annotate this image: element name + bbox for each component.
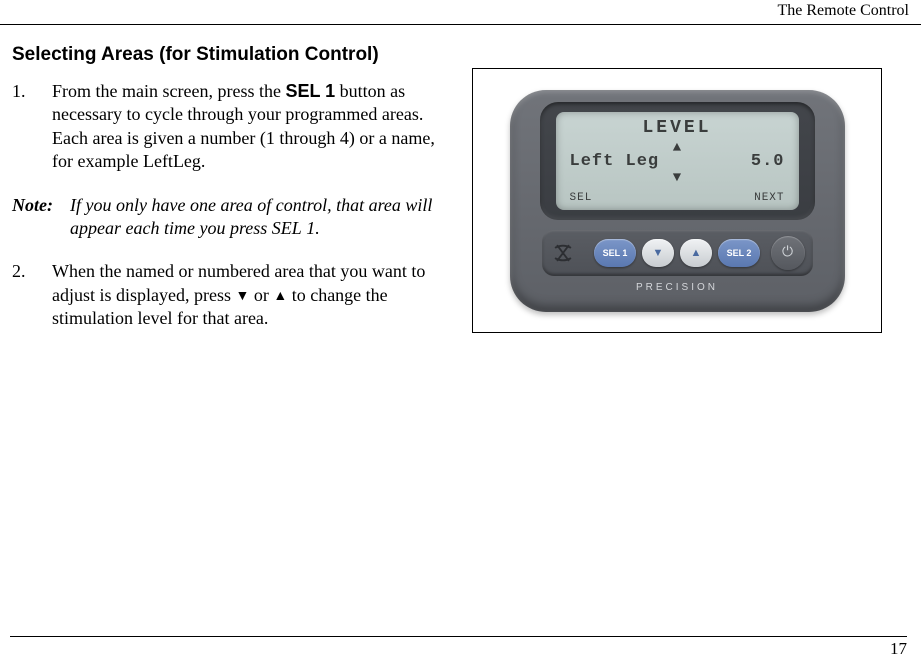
remote-device: LEVEL ▲ Left Leg 5.0 ▼ SEL NEXT: [510, 90, 845, 312]
step-2-body: When the named or numbered area that you…: [52, 260, 452, 330]
screen-title: LEVEL: [556, 118, 799, 138]
up-button[interactable]: ▲: [680, 239, 712, 267]
step-2: 2. When the named or numbered area that …: [12, 260, 452, 330]
note-body: If you only have one area of control, th…: [70, 194, 452, 241]
figure-column: LEVEL ▲ Left Leg 5.0 ▼ SEL NEXT: [472, 44, 909, 351]
step-1-number: 1.: [12, 80, 52, 174]
logo-icon: [552, 242, 574, 264]
screen-bottom-row: SEL NEXT: [570, 192, 785, 204]
screen-area-name: Left Leg: [570, 152, 660, 171]
down-button[interactable]: ▼: [642, 239, 674, 267]
step-1: 1. From the main screen, press the SEL 1…: [12, 80, 452, 174]
running-head-text: The Remote Control: [777, 2, 909, 19]
step-2-number: 2.: [12, 260, 52, 330]
text-column: Selecting Areas (for Stimulation Control…: [12, 44, 452, 351]
up-arrow-glyph: ▲: [273, 288, 287, 306]
section-title: Selecting Areas (for Stimulation Control…: [12, 44, 452, 66]
note-label: Note:: [12, 194, 70, 241]
running-header: The Remote Control: [0, 0, 921, 25]
step-1-body: From the main screen, press the SEL 1 bu…: [52, 80, 452, 174]
page-number-value: 17: [890, 639, 907, 658]
screen-sel-label: SEL: [570, 192, 593, 204]
page-number: 17: [10, 636, 907, 659]
button-bar: SEL 1 ▼ ▲ SEL 2 ⏻: [542, 230, 813, 276]
screen-bezel: LEVEL ▲ Left Leg 5.0 ▼ SEL NEXT: [540, 102, 815, 220]
screen-level-value: 5.0: [751, 152, 785, 171]
sel2-button[interactable]: SEL 2: [718, 239, 760, 267]
note: Note: If you only have one area of contr…: [12, 194, 452, 241]
screen-down-arrow-icon: ▼: [556, 170, 799, 186]
device-brand: PRECISION: [510, 282, 845, 293]
sel1-button[interactable]: SEL 1: [594, 239, 636, 267]
sel1-bold: SEL 1: [285, 81, 335, 101]
device-figure: LEVEL ▲ Left Leg 5.0 ▼ SEL NEXT: [472, 68, 882, 333]
screen-mid-row: Left Leg 5.0: [570, 152, 785, 171]
down-arrow-glyph: ▼: [235, 288, 249, 306]
screen-next-label: NEXT: [754, 192, 784, 204]
step-2-mid: or: [249, 285, 273, 305]
lcd-screen: LEVEL ▲ Left Leg 5.0 ▼ SEL NEXT: [556, 112, 799, 210]
power-button[interactable]: ⏻: [771, 236, 805, 270]
page-content: Selecting Areas (for Stimulation Control…: [12, 44, 909, 351]
step-1-pre: From the main screen, press the: [52, 81, 285, 101]
